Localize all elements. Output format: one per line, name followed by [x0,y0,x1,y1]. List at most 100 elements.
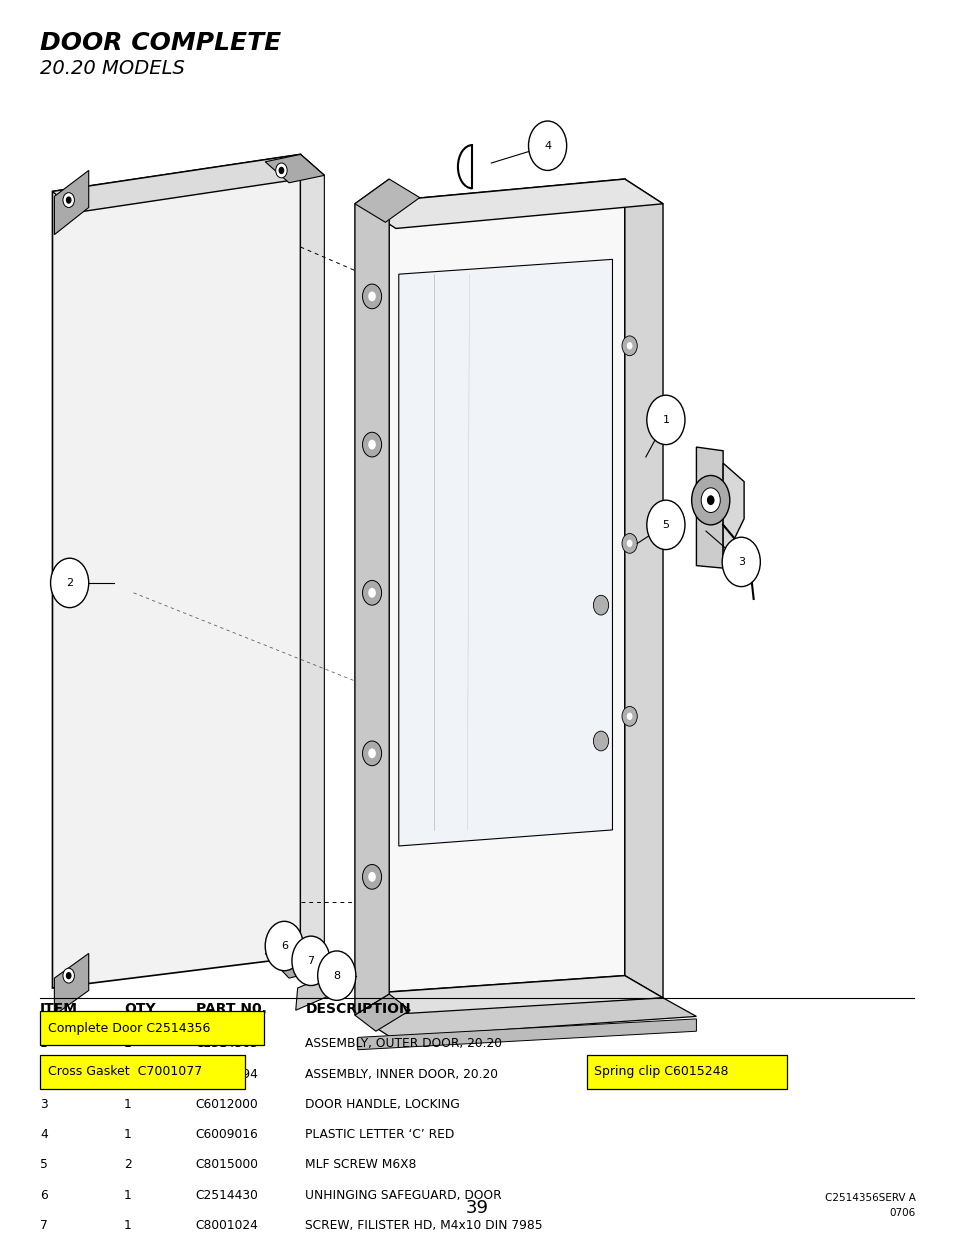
Polygon shape [357,179,624,994]
Text: C2514363: C2514363 [195,1037,258,1051]
Circle shape [621,534,637,553]
Circle shape [621,706,637,726]
Text: C8015000: C8015000 [195,1158,258,1172]
Text: 4: 4 [40,1129,48,1141]
Text: 1: 1 [661,415,669,425]
Text: 1: 1 [124,1067,132,1081]
Text: 1: 1 [124,1219,132,1233]
Text: 3: 3 [737,557,744,567]
Text: 6: 6 [40,1188,48,1202]
Polygon shape [355,179,389,1015]
Circle shape [278,957,284,965]
Polygon shape [624,179,662,998]
Circle shape [278,167,284,174]
Text: C2514356SERV A: C2514356SERV A [824,1193,915,1203]
Circle shape [593,731,608,751]
Text: DOOR COMPLETE: DOOR COMPLETE [40,31,281,54]
Text: 1: 1 [124,1037,132,1051]
Circle shape [368,588,375,598]
Text: 7: 7 [40,1219,48,1233]
Circle shape [312,965,317,972]
Text: DESCRIPTION: DESCRIPTION [305,1002,411,1015]
Text: PART N0.: PART N0. [195,1002,266,1015]
Text: 39: 39 [465,1199,488,1216]
Polygon shape [265,154,324,183]
Text: C2514430: C2514430 [195,1188,258,1202]
Circle shape [292,936,330,986]
Circle shape [593,595,608,615]
Polygon shape [295,969,341,1010]
Circle shape [368,748,375,758]
Circle shape [621,336,637,356]
Circle shape [265,921,303,971]
Polygon shape [52,154,300,988]
Circle shape [626,713,632,720]
Polygon shape [54,170,89,235]
Text: C8001024: C8001024 [195,1219,258,1233]
Text: C2514394: C2514394 [195,1067,258,1081]
Polygon shape [357,998,696,1037]
Text: 6: 6 [280,941,288,951]
Text: 1: 1 [40,1037,48,1051]
Circle shape [646,395,684,445]
Text: ASSEMBLY, INNER DOOR, 20.20: ASSEMBLY, INNER DOOR, 20.20 [305,1067,497,1081]
Polygon shape [355,994,410,1031]
Text: UNHINGING SAFEGUARD, DOOR: UNHINGING SAFEGUARD, DOOR [305,1188,501,1202]
Circle shape [323,966,338,986]
Text: DOOR HANDLE, LOCKING: DOOR HANDLE, LOCKING [305,1098,459,1112]
Text: 0706: 0706 [888,1208,915,1218]
Text: ASSEMBLY, OUTER DOOR, 20.20: ASSEMBLY, OUTER DOOR, 20.20 [305,1037,501,1051]
Polygon shape [398,259,612,846]
Text: 5: 5 [661,520,669,530]
Circle shape [626,342,632,350]
Circle shape [700,488,720,513]
Circle shape [308,960,321,977]
Text: 4: 4 [543,141,551,151]
FancyBboxPatch shape [586,1055,786,1089]
Text: PLASTIC LETTER ‘C’ RED: PLASTIC LETTER ‘C’ RED [305,1129,455,1141]
Polygon shape [52,154,324,212]
Text: C6009016: C6009016 [195,1129,258,1141]
Polygon shape [300,154,324,969]
Polygon shape [54,953,89,1015]
Circle shape [362,864,381,889]
Text: 8: 8 [333,971,340,981]
Text: 7: 7 [307,956,314,966]
Circle shape [317,951,355,1000]
Circle shape [691,475,729,525]
Text: Complete Door C2514356: Complete Door C2514356 [48,1021,210,1035]
Circle shape [646,500,684,550]
Text: ITEM: ITEM [40,1002,78,1015]
Circle shape [362,741,381,766]
Polygon shape [265,953,324,978]
Text: Spring clip C6015248: Spring clip C6015248 [594,1066,728,1078]
Text: 2: 2 [40,1067,48,1081]
Circle shape [706,495,714,505]
Circle shape [626,540,632,547]
Circle shape [362,432,381,457]
FancyBboxPatch shape [40,1010,264,1045]
Text: 1: 1 [124,1129,132,1141]
Text: 1: 1 [124,1188,132,1202]
Text: C6012000: C6012000 [195,1098,258,1112]
Text: 20.20 MODELS: 20.20 MODELS [40,59,185,78]
Text: 2: 2 [66,578,73,588]
Circle shape [275,163,287,178]
Circle shape [362,580,381,605]
Text: 5: 5 [40,1158,48,1172]
Text: QTY: QTY [124,1002,155,1015]
Circle shape [368,440,375,450]
Text: SCREW, FILISTER HD, M4x10 DIN 7985: SCREW, FILISTER HD, M4x10 DIN 7985 [305,1219,542,1233]
Text: 2: 2 [124,1158,132,1172]
Circle shape [66,196,71,204]
Circle shape [63,193,74,207]
Circle shape [528,121,566,170]
FancyBboxPatch shape [40,1055,245,1089]
Text: MLF SCREW M6X8: MLF SCREW M6X8 [305,1158,416,1172]
Circle shape [368,872,375,882]
Circle shape [362,284,381,309]
Circle shape [368,291,375,301]
Circle shape [721,537,760,587]
Text: 1: 1 [124,1098,132,1112]
Circle shape [327,971,335,981]
